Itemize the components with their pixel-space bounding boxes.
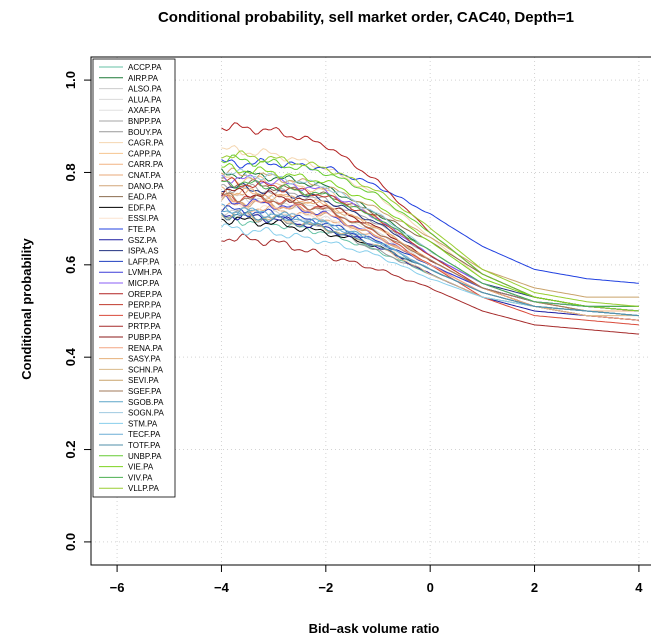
series-line [221,167,639,298]
legend-label: PRTP.PA [128,322,161,331]
legend-label: VLLP.PA [128,484,160,493]
y-tick-label: 0.8 [63,163,78,181]
series-line [221,157,639,284]
y-tick-label: 0.4 [63,347,78,366]
chart-title: Conditional probability, sell market ord… [158,9,574,26]
x-tick-label: −2 [318,580,333,595]
series-line [221,177,639,321]
legend-label: CNAT.PA [128,171,161,180]
legend-label: SOGN.PA [128,409,165,418]
y-tick-label: 0.0 [63,533,78,551]
legend-label: PEUP.PA [128,311,162,320]
legend-label: AXAF.PA [128,106,161,115]
x-tick-label: 2 [531,580,538,595]
legend-label: TOTF.PA [128,441,161,450]
legend-label: SEVI.PA [128,376,159,385]
legend-label: VIE.PA [128,463,154,472]
legend-label: ACCP.PA [128,63,162,72]
legend-label: STM.PA [128,419,158,428]
series-line [221,179,639,307]
x-tick-label: 4 [635,580,643,595]
legend-label: FTE.PA [128,225,156,234]
legend-label: BNPP.PA [128,117,162,126]
legend-label: RENA.PA [128,344,163,353]
legend-label: LVMH.PA [128,268,163,277]
y-tick-label: 0.6 [63,256,78,274]
legend-label: ALSO.PA [128,85,162,94]
legend-label: SCHN.PA [128,365,164,374]
x-tick-label: −6 [110,580,125,595]
y-axis: 0.0 0.2 0.4 0.6 0.8 1.0 [63,71,91,551]
x-tick-label: −4 [214,580,230,595]
legend-label: LAFP.PA [128,257,160,266]
legend-label: OREP.PA [128,290,163,299]
x-axis: −6 −4 −2 0 2 4 [110,565,643,595]
series-line [221,162,639,312]
series-line [221,233,639,335]
legend-label: UNBP.PA [128,452,162,461]
legend-label: SASY.PA [128,355,161,364]
y-axis-label: Conditional probability [19,237,34,379]
legend-label: EDF.PA [128,203,156,212]
y-tick-label: 1.0 [63,71,78,89]
series-line [221,211,639,317]
y-tick-label: 0.2 [63,441,78,459]
series-lines [221,122,639,335]
legend-label: SGEF.PA [128,387,162,396]
legend-label: TECF.PA [128,430,161,439]
legend-label: MICP.PA [128,279,160,288]
x-tick-label: 0 [427,580,434,595]
legend-label: CAGR.PA [128,139,164,148]
plot-frame [90,56,651,566]
legend-label: PERP.PA [128,301,162,310]
legend-label: AIRP.PA [128,74,159,83]
x-axis-label: Bid–ask volume ratio [309,621,440,636]
legend-label: PUBP.PA [128,333,162,342]
series-line [221,192,639,317]
legend-label: CAPP.PA [128,149,162,158]
legend-label: EAD.PA [128,193,157,202]
legend-label: ALUA.PA [128,95,162,104]
legend-label: VIV.PA [128,473,153,482]
legend-label: GSZ.PA [128,236,157,245]
series-line [221,211,639,317]
legend-label: ISPA.AS [128,247,159,256]
legend-label: BOUY.PA [128,128,163,137]
legend-label: ESSI.PA [128,214,159,223]
series-line [221,150,639,307]
legend-label: SGOB.PA [128,398,164,407]
legend-label: DANO.PA [128,182,164,191]
legend-label: CARR.PA [128,160,164,169]
